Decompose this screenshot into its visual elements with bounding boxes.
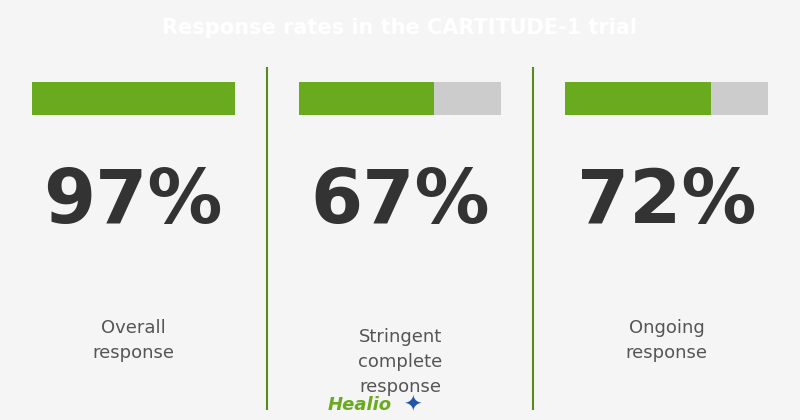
Text: 67%: 67% [310, 165, 490, 239]
Bar [298, 82, 502, 115]
Bar [32, 82, 234, 115]
Text: Response rates in the CARTITUDE-1 trial: Response rates in the CARTITUDE-1 trial [162, 18, 638, 38]
Text: Overall
response: Overall response [92, 319, 174, 362]
Text: ✦: ✦ [402, 396, 422, 415]
Bar [298, 82, 434, 115]
Text: Stringent
complete
response: Stringent complete response [358, 328, 442, 396]
Text: Ongoing
response: Ongoing response [626, 319, 708, 362]
Text: 97%: 97% [43, 165, 223, 239]
Bar [566, 82, 711, 115]
Text: Healio: Healio [328, 396, 392, 415]
Bar [566, 82, 768, 115]
Text: 72%: 72% [577, 165, 757, 239]
